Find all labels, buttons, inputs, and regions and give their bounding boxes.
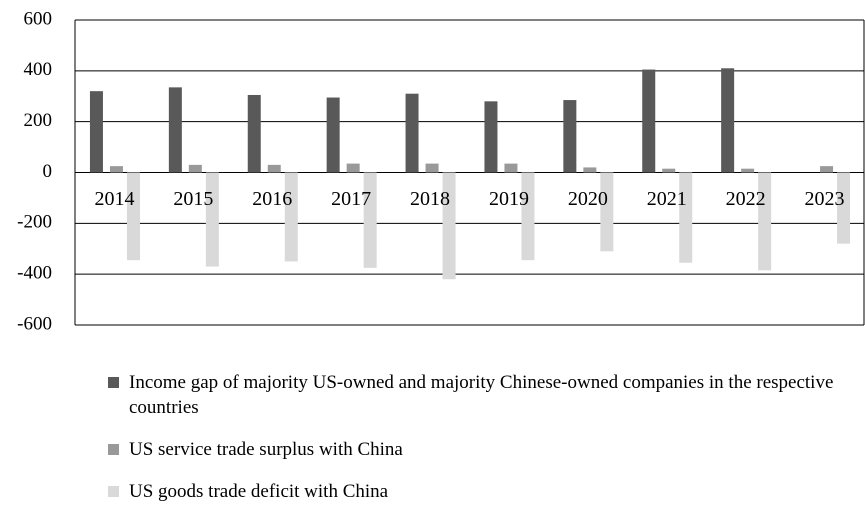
legend-item: US service trade surplus with China: [108, 437, 858, 462]
bar: [758, 172, 772, 271]
bar: [563, 100, 577, 173]
bar: [346, 163, 360, 173]
x-tick-label: 2015: [173, 188, 213, 210]
bar: [188, 164, 202, 173]
legend-item: Income gap of majority US-owned and majo…: [108, 370, 858, 420]
bar: [326, 97, 340, 173]
y-tick-label: 600: [24, 8, 53, 29]
legend-item: US goods trade deficit with China: [108, 479, 858, 504]
x-tick-label: 2017: [331, 188, 371, 210]
y-tick-label: -600: [17, 313, 52, 334]
x-tick-label: 2014: [94, 188, 134, 210]
bar: [583, 167, 597, 173]
x-tick-label: 2019: [489, 188, 529, 210]
page: {"chart_data": {"type": "bar", "categori…: [17, 8, 865, 502]
bar: [168, 87, 182, 173]
legend-swatch: [108, 377, 119, 388]
legend-swatch: [108, 486, 119, 497]
bar: [484, 101, 498, 173]
bar: [741, 168, 755, 173]
bar: [721, 68, 735, 173]
legend-label: Income gap of majority US-owned and majo…: [129, 372, 834, 418]
x-tick-label: 2018: [410, 188, 450, 210]
legend-label: US goods trade deficit with China: [129, 481, 389, 502]
bar: [837, 172, 851, 244]
x-tick-label: 2023: [805, 188, 845, 210]
bar: [521, 172, 535, 261]
chart: -600 -400 -200 0 200 400 600 2014 2015 2016 2017 20…: [17, 8, 865, 334]
legend: Income gap of majority US-owned and majo…: [108, 370, 858, 521]
x-tick-label: 2016: [252, 188, 292, 210]
legend-swatch: [108, 444, 119, 455]
bar: [405, 93, 419, 173]
y-tick-label: 0: [43, 161, 53, 182]
bar: [679, 172, 693, 263]
y-tick-label: 200: [24, 110, 53, 131]
bar: [600, 172, 614, 252]
y-tick-label: 400: [24, 59, 53, 80]
bar: [442, 172, 456, 280]
x-tick-label: 2020: [568, 188, 608, 210]
x-tick-label: 2022: [726, 188, 766, 210]
bar: [820, 166, 834, 173]
bar: [205, 172, 219, 267]
bar: [126, 172, 140, 261]
bar: [642, 69, 656, 173]
bar: [425, 163, 439, 173]
bar: [504, 163, 518, 173]
bar: [284, 172, 298, 262]
legend-label: US service trade surplus with China: [129, 439, 403, 460]
y-tick-label: -400: [17, 263, 52, 284]
bar: [247, 94, 261, 173]
bar: [363, 172, 377, 268]
bar: [267, 164, 281, 173]
bar: [662, 168, 676, 173]
x-tick-label: 2021: [647, 188, 687, 210]
bar: [89, 91, 103, 173]
bar: [109, 166, 123, 173]
y-tick-label: -200: [17, 212, 52, 233]
